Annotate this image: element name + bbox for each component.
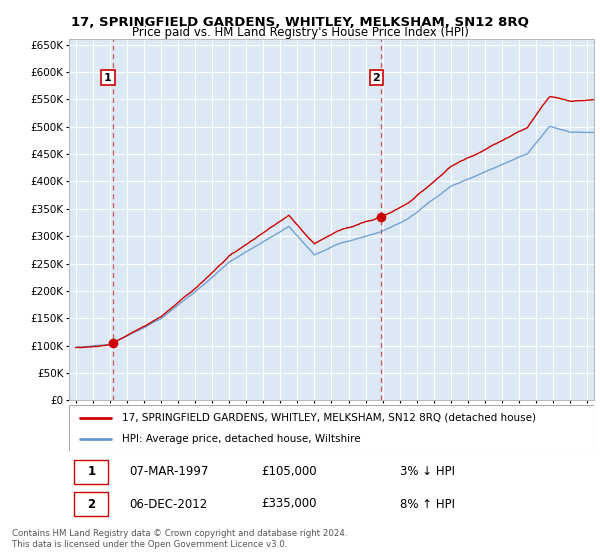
Text: 8% ↑ HPI: 8% ↑ HPI xyxy=(400,497,455,511)
Text: 17, SPRINGFIELD GARDENS, WHITLEY, MELKSHAM, SN12 8RQ (detached house): 17, SPRINGFIELD GARDENS, WHITLEY, MELKSH… xyxy=(121,413,536,423)
Text: £105,000: £105,000 xyxy=(262,465,317,478)
FancyBboxPatch shape xyxy=(69,405,594,451)
Text: Price paid vs. HM Land Registry's House Price Index (HPI): Price paid vs. HM Land Registry's House … xyxy=(131,26,469,39)
Text: 2: 2 xyxy=(87,497,95,511)
FancyBboxPatch shape xyxy=(74,460,109,484)
Text: 1: 1 xyxy=(87,465,95,478)
Text: 3% ↓ HPI: 3% ↓ HPI xyxy=(400,465,455,478)
Text: HPI: Average price, detached house, Wiltshire: HPI: Average price, detached house, Wilt… xyxy=(121,435,360,444)
Text: 1: 1 xyxy=(104,72,112,82)
Text: Contains HM Land Registry data © Crown copyright and database right 2024.
This d: Contains HM Land Registry data © Crown c… xyxy=(12,529,347,549)
Text: £335,000: £335,000 xyxy=(262,497,317,511)
Text: 07-MAR-1997: 07-MAR-1997 xyxy=(129,465,208,478)
FancyBboxPatch shape xyxy=(74,492,109,516)
Text: 17, SPRINGFIELD GARDENS, WHITLEY, MELKSHAM, SN12 8RQ: 17, SPRINGFIELD GARDENS, WHITLEY, MELKSH… xyxy=(71,16,529,29)
Text: 2: 2 xyxy=(372,72,380,82)
Text: 06-DEC-2012: 06-DEC-2012 xyxy=(130,497,208,511)
